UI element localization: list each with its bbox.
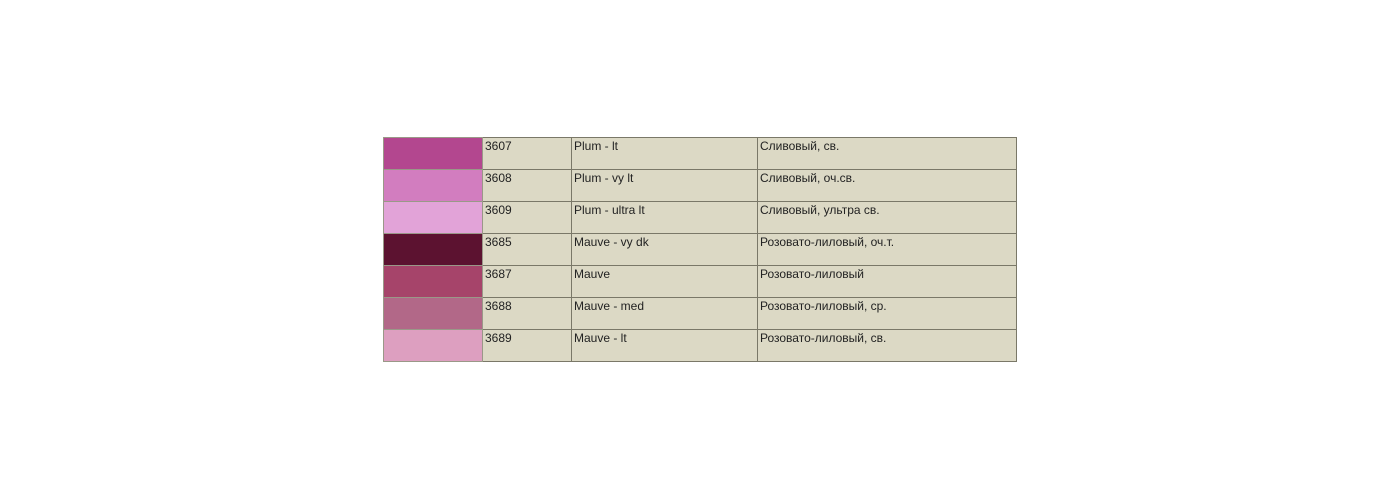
code-cell: 3609 [482,201,572,234]
color-swatch [384,202,482,233]
code-cell: 3689 [482,329,572,362]
swatch-cell [383,297,483,330]
swatch-cell [383,265,483,298]
russian-name-cell: Розовато-лиловый, ср. [757,297,1017,330]
table-row: 3607 Plum - lt Сливовый, св. [383,137,1017,170]
color-swatch [384,138,482,169]
color-swatch [384,234,482,265]
color-swatch [384,170,482,201]
table-row: 3685 Mauve - vy dk Розовато-лиловый, оч.т. [383,233,1017,266]
table-row: 3689 Mauve - lt Розовато-лиловый, св. [383,329,1017,362]
name-cell: Plum - vy lt [571,169,758,202]
table-row: 3608 Plum - vy lt Сливовый, оч.св. [383,169,1017,202]
color-swatch [384,298,482,329]
code-cell: 3685 [482,233,572,266]
color-table-wrapper: 3607 Plum - lt Сливовый, св. 3608 Plum - vy … [383,137,1017,362]
color-table: 3607 Plum - lt Сливовый, св. 3608 Plum - vy … [383,137,1017,362]
code-cell: 3607 [482,137,572,170]
table-row: 3609 Plum - ultra lt Сливовый, ультра св. [383,201,1017,234]
name-cell: Mauve - vy dk [571,233,758,266]
name-cell: Mauve - lt [571,329,758,362]
swatch-cell [383,169,483,202]
name-cell: Mauve [571,265,758,298]
russian-name-cell: Сливовый, оч.св. [757,169,1017,202]
table-row: 3687 Mauve Розовато-лиловый [383,265,1017,298]
name-cell: Plum - lt [571,137,758,170]
color-swatch [384,266,482,297]
russian-name-cell: Розовато-лиловый [757,265,1017,298]
swatch-cell [383,137,483,170]
russian-name-cell: Розовато-лиловый, оч.т. [757,233,1017,266]
swatch-cell [383,201,483,234]
table-row: 3688 Mauve - med Розовато-лиловый, ср. [383,297,1017,330]
russian-name-cell: Сливовый, ультра св. [757,201,1017,234]
code-cell: 3608 [482,169,572,202]
swatch-cell [383,233,483,266]
name-cell: Mauve - med [571,297,758,330]
name-cell: Plum - ultra lt [571,201,758,234]
russian-name-cell: Сливовый, св. [757,137,1017,170]
color-swatch [384,330,482,361]
code-cell: 3687 [482,265,572,298]
swatch-cell [383,329,483,362]
code-cell: 3688 [482,297,572,330]
russian-name-cell: Розовато-лиловый, св. [757,329,1017,362]
